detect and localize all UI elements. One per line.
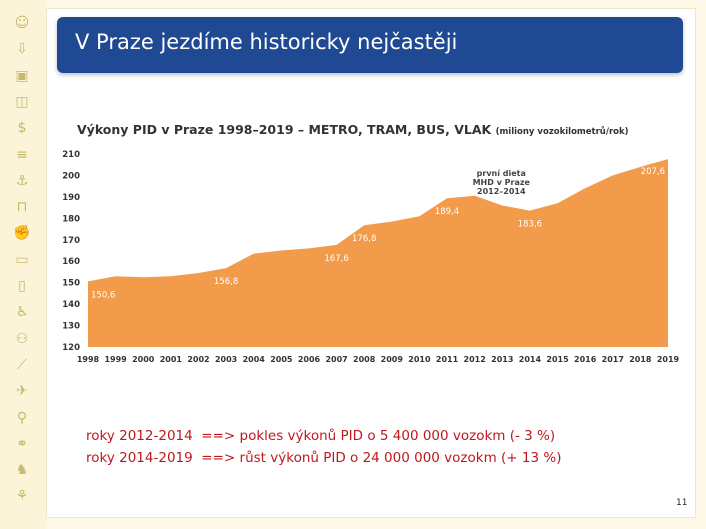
title-bar: V Praze jezdíme historicky nejčastěji [57,17,683,73]
x-tick-label: 2004 [243,355,266,364]
x-tick-label: 2001 [160,355,183,364]
y-tick-label: 150 [62,279,80,289]
escalator-icon: ⟋ [17,356,27,373]
data-label: 207,6 [641,167,665,177]
dollar-coin-icon: $ [17,120,27,137]
data-label: 183,6 [518,220,542,230]
chart-title: Výkony PID v Praze 1998–2019 – METRO, TR… [77,122,629,137]
x-tick-label: 2015 [546,355,569,364]
anchor-icon: ⚓ [15,172,29,189]
x-tick-label: 2010 [408,355,431,364]
data-label: 156,8 [214,277,238,287]
y-tick-label: 130 [62,322,80,332]
x-tick-label: 2017 [602,355,624,364]
mobile-phone-icon: ▯ [18,278,26,294]
x-tick-label: 2000 [132,355,155,364]
x-tick-label: 2019 [657,355,680,364]
bookmark-icon: ◫ [15,93,29,110]
tram-icon: ▣ [15,67,29,84]
chart-annotation: MHD v Praze [473,178,531,187]
page-number: 11 [676,498,688,508]
x-tick-label: 2006 [298,355,321,364]
x-tick-label: 2016 [574,355,597,364]
x-tick-label: 1999 [104,355,127,364]
arrow-down-icon: ⇩ [16,41,28,58]
x-tick-label: 2011 [436,355,459,364]
y-tick-label: 200 [62,171,80,181]
dog-icon: ♞ [15,462,29,479]
battery-icon: ▭ [15,251,29,268]
x-tick-label: 2007 [325,355,347,364]
y-tick-label: 140 [62,300,80,310]
funicular-icon: ⊓ [16,199,28,216]
x-tick-label: 2014 [519,355,542,364]
slide-title: V Praze jezdíme historicky nejčastěji [75,30,458,54]
y-tick-label: 190 [62,193,80,203]
x-tick-label: 2018 [629,355,652,364]
x-tick-label: 2002 [187,355,209,364]
y-tick-label: 180 [62,214,80,224]
y-tick-label: 170 [62,236,80,246]
chart-unit-label: (miliony vozokilometrů/rok) [495,127,629,137]
x-tick-label: 2005 [270,355,293,364]
plane-icon: ✈ [16,383,28,400]
stroller-icon: ⚲ [16,409,28,426]
data-label: 189,4 [435,207,459,217]
chart-annotation: první dieta [477,169,526,178]
x-tick-label: 2013 [491,355,513,364]
fist-icon: ✊ [13,225,31,242]
note-growth: roky 2014-2019 ==> růst výkonů PID o 24 … [86,450,562,466]
chart-title-text: Výkony PID v Praze 1998–2019 – METRO, TR… [77,122,492,137]
shoes-icon: ⚘ [15,488,29,505]
chart-annotation: 2012–2014 [477,187,526,196]
data-label: 150,6 [91,290,115,300]
area-series [88,159,668,347]
x-tick-label: 2009 [381,355,404,364]
face-icon: ☺ [14,15,30,31]
data-label: 167,6 [324,254,348,264]
bicycle-icon: ⚭ [16,435,28,452]
train-icon: ≡ [16,146,28,163]
x-tick-label: 1998 [77,355,100,364]
y-tick-label: 210 [62,150,80,160]
y-tick-label: 160 [62,257,80,267]
x-tick-label: 2003 [215,355,237,364]
note-decline: roky 2012-2014 ==> pokles výkonů PID o 5… [86,428,556,444]
wheelchair-icon: ♿ [15,304,29,321]
family-icon: ⚇ [15,330,29,347]
sidebar-icon-strip: ☺ ⇩ ▣ ◫ $ ≡ ⚓ ⊓ ✊ ▭ ▯ ♿ ⚇ ⟋ ✈ ⚲ ⚭ ♞ ⚘ [0,0,46,529]
data-label: 176,8 [352,234,376,244]
y-tick-label: 120 [62,343,80,353]
x-tick-label: 2008 [353,355,376,364]
x-tick-label: 2012 [464,355,486,364]
